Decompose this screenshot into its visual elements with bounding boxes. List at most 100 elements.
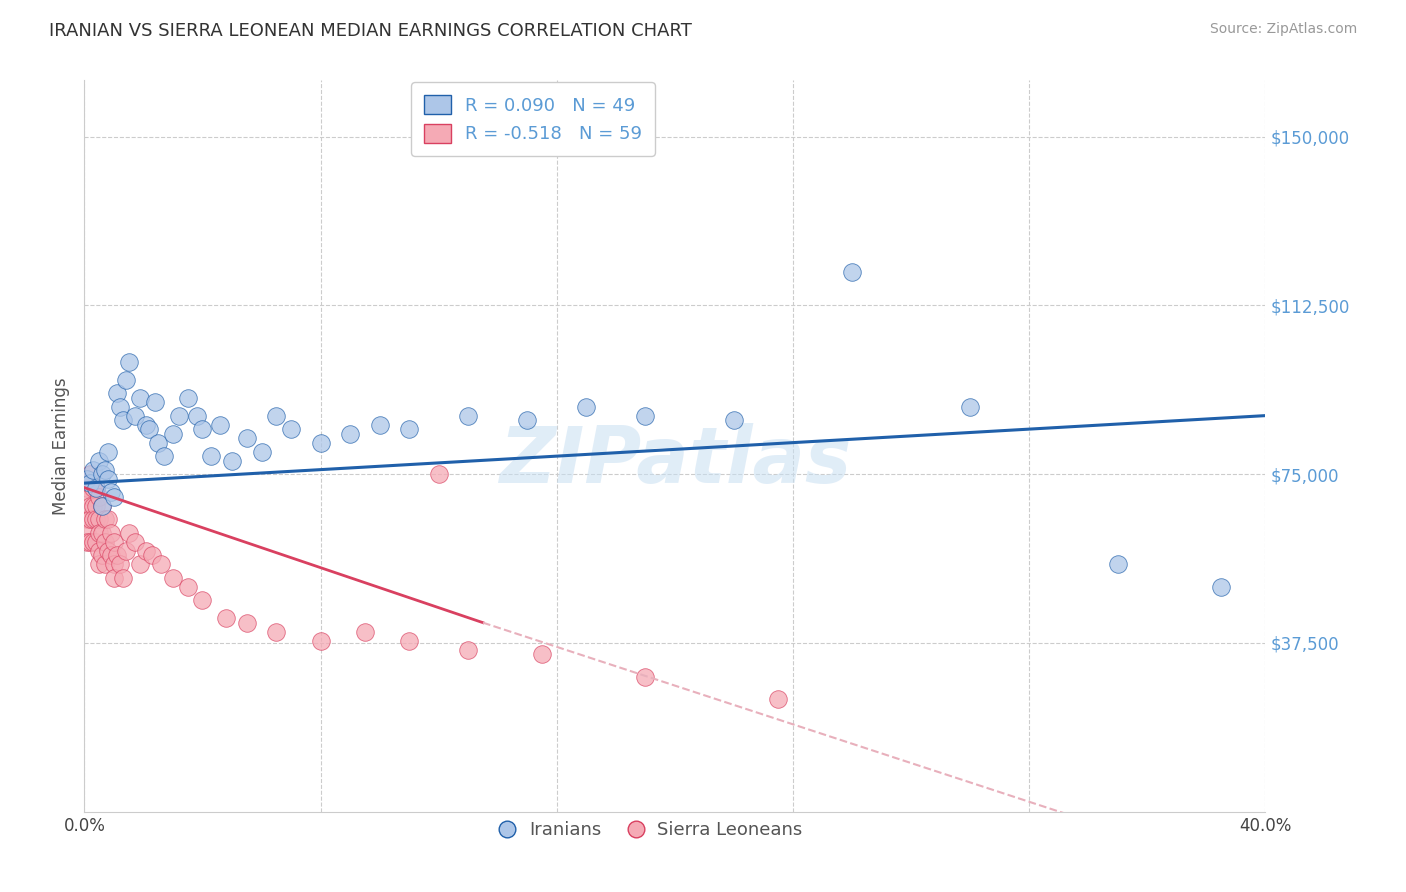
Point — [162, 426, 184, 441]
Point — [91, 525, 114, 540]
Point — [76, 472, 98, 486]
Point — [368, 417, 391, 432]
Point — [118, 525, 141, 540]
Point — [103, 534, 125, 549]
Point — [309, 435, 332, 450]
Point — [141, 548, 163, 562]
Point — [124, 409, 146, 423]
Point — [150, 557, 173, 571]
Point — [87, 453, 111, 467]
Text: IRANIAN VS SIERRA LEONEAN MEDIAN EARNINGS CORRELATION CHART: IRANIAN VS SIERRA LEONEAN MEDIAN EARNING… — [49, 22, 692, 40]
Point — [82, 512, 104, 526]
Legend: Iranians, Sierra Leoneans: Iranians, Sierra Leoneans — [494, 814, 810, 847]
Point — [266, 409, 288, 423]
Point — [354, 624, 377, 639]
Point — [135, 543, 157, 558]
Point — [103, 571, 125, 585]
Point — [167, 409, 190, 423]
Point — [79, 499, 101, 513]
Point — [82, 499, 104, 513]
Point — [162, 571, 184, 585]
Point — [82, 534, 104, 549]
Point — [339, 426, 361, 441]
Point — [129, 557, 152, 571]
Point — [531, 647, 554, 661]
Point — [250, 444, 273, 458]
Point — [124, 534, 146, 549]
Point — [191, 422, 214, 436]
Point — [91, 467, 114, 482]
Point — [143, 395, 166, 409]
Point — [114, 543, 136, 558]
Point — [457, 642, 479, 657]
Point — [97, 543, 120, 558]
Point — [103, 557, 125, 571]
Text: Source: ZipAtlas.com: Source: ZipAtlas.com — [1209, 22, 1357, 37]
Point — [516, 413, 538, 427]
Point — [79, 512, 101, 526]
Point — [768, 692, 790, 706]
Point — [82, 481, 104, 495]
Point — [138, 422, 160, 436]
Point — [177, 391, 200, 405]
Point — [959, 400, 981, 414]
Point — [236, 431, 259, 445]
Point — [79, 490, 101, 504]
Point — [457, 409, 479, 423]
Point — [84, 481, 107, 495]
Point — [1211, 580, 1233, 594]
Point — [84, 512, 107, 526]
Point — [103, 490, 125, 504]
Point — [200, 449, 222, 463]
Point — [309, 633, 332, 648]
Y-axis label: Median Earnings: Median Earnings — [52, 377, 70, 515]
Point — [76, 512, 98, 526]
Point — [723, 413, 745, 427]
Point — [118, 354, 141, 368]
Point — [87, 525, 111, 540]
Point — [153, 449, 176, 463]
Point — [575, 400, 598, 414]
Point — [76, 525, 98, 540]
Point — [398, 633, 420, 648]
Point — [91, 499, 114, 513]
Point — [108, 557, 131, 571]
Point — [215, 611, 238, 625]
Point — [209, 417, 232, 432]
Point — [191, 593, 214, 607]
Point — [266, 624, 288, 639]
Point — [100, 525, 122, 540]
Point — [634, 409, 657, 423]
Point — [105, 548, 128, 562]
Point — [76, 534, 98, 549]
Point — [841, 264, 863, 278]
Point — [79, 534, 101, 549]
Point — [84, 481, 107, 495]
Point — [111, 413, 134, 427]
Point — [280, 422, 302, 436]
Point — [84, 534, 107, 549]
Point — [177, 580, 200, 594]
Point — [100, 485, 122, 500]
Point — [87, 490, 111, 504]
Point — [76, 481, 98, 495]
Point — [129, 391, 152, 405]
Point — [100, 548, 122, 562]
Point — [114, 373, 136, 387]
Point — [82, 462, 104, 476]
Point — [79, 467, 101, 482]
Point — [91, 548, 114, 562]
Point — [94, 512, 117, 526]
Point — [87, 543, 111, 558]
Point — [87, 557, 111, 571]
Point — [94, 462, 117, 476]
Point — [111, 571, 134, 585]
Point — [105, 386, 128, 401]
Point — [87, 512, 111, 526]
Point — [84, 499, 107, 513]
Point — [427, 467, 450, 482]
Point — [148, 435, 170, 450]
Point — [398, 422, 420, 436]
Point — [108, 400, 131, 414]
Point — [94, 557, 117, 571]
